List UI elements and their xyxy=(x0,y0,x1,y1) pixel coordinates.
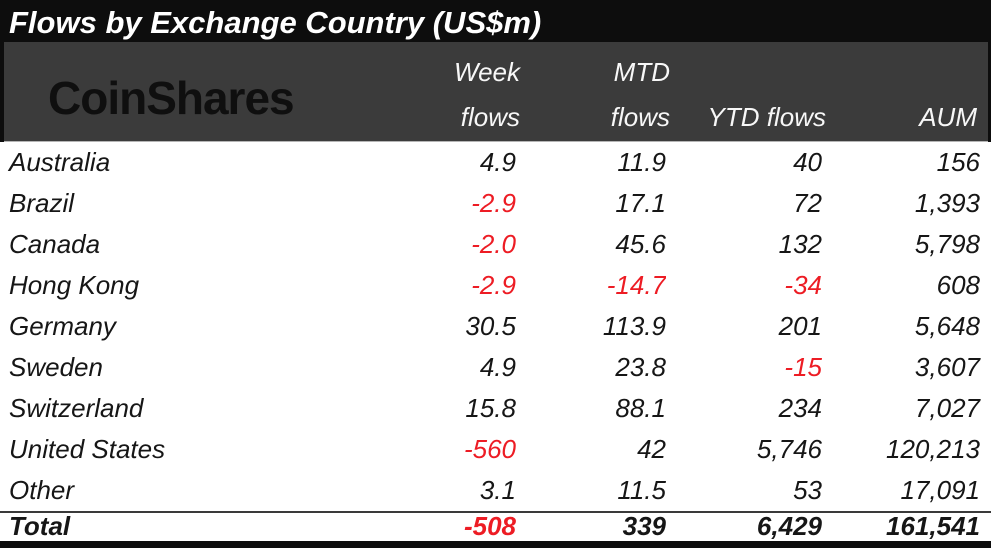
total-ytd-flows: 6,429 xyxy=(756,513,822,541)
aum-value: 17,091 xyxy=(900,475,980,505)
aum-value: 1,393 xyxy=(914,188,980,218)
ytd-flows-value: 132 xyxy=(778,229,822,259)
week-flows-value: 30.5 xyxy=(465,311,516,341)
column-header-aum: AUM xyxy=(919,102,977,132)
coinshares-wordmark: CoinShares xyxy=(48,71,295,124)
country-label: Hong Kong xyxy=(9,270,140,300)
mtd-flows-value: 11.9 xyxy=(617,147,666,177)
aum-value: 156 xyxy=(936,147,980,177)
figure-title: Flows by Exchange Country (US$m) xyxy=(0,0,991,42)
country-label: Australia xyxy=(9,147,111,177)
mtd-flows-value: 23.8 xyxy=(615,352,666,382)
week-flows-value: -2.9 xyxy=(471,188,516,218)
aum-value: 7,027 xyxy=(914,393,980,423)
country-label: United States xyxy=(9,434,166,464)
week-flows-value: 4.9 xyxy=(479,147,516,177)
total-divider xyxy=(0,511,991,513)
column-header-mtd-flows: MTD flows xyxy=(610,57,670,132)
column-header-ytd-flows: YTD flows xyxy=(707,102,826,132)
week-flows-value: 15.8 xyxy=(465,393,516,423)
country-label: Switzerland xyxy=(9,393,144,423)
country-label: Canada xyxy=(9,229,101,259)
table-row: Hong Kong -2.9 -14.7 -34 608 xyxy=(0,265,991,306)
ytd-flows-value: 72 xyxy=(793,188,822,218)
country-label: Other xyxy=(9,475,75,505)
aum-value: 120,213 xyxy=(886,434,980,464)
week-flows-value: -2.0 xyxy=(471,229,516,259)
total-row: Total -508 339 6,429 161,541 xyxy=(0,513,991,541)
country-label: Brazil xyxy=(9,188,75,218)
ytd-flows-value: -34 xyxy=(784,270,822,300)
country-label: Germany xyxy=(9,311,116,341)
aum-value: 5,648 xyxy=(914,311,980,341)
aum-value: 5,798 xyxy=(914,229,980,259)
mtd-flows-value: 42 xyxy=(637,434,666,464)
table-row: Germany 30.5 113.9 201 5,648 xyxy=(0,306,991,347)
ytd-flows-value: 40 xyxy=(793,147,822,177)
mtd-flows-value: 11.5 xyxy=(617,475,666,505)
mtd-flows-value: -14.7 xyxy=(606,270,666,300)
mtd-flows-value: 17.1 xyxy=(615,188,666,218)
table-body: Australia 4.9 11.9 40 156 Brazil -2.9 17.1 72 1,3… xyxy=(0,142,991,541)
week-flows-value: -560 xyxy=(463,434,516,464)
aum-value: 3,607 xyxy=(914,352,980,382)
ytd-flows-value: 234 xyxy=(778,393,822,423)
mtd-flows-value: 88.1 xyxy=(615,393,666,423)
week-flows-value: 4.9 xyxy=(479,352,516,382)
ytd-flows-value: 53 xyxy=(793,475,822,505)
table-row: Brazil -2.9 17.1 72 1,393 xyxy=(0,183,991,224)
table-row: Australia 4.9 11.9 40 156 xyxy=(0,142,991,183)
table-row: Switzerland 15.8 88.1 234 7,027 xyxy=(0,388,991,429)
country-label: Sweden xyxy=(9,352,103,382)
table-rows-container: Australia 4.9 11.9 40 156 Brazil -2.9 17.1 72 1,3… xyxy=(0,142,991,511)
table-row: Sweden 4.9 23.8 -15 3,607 xyxy=(0,347,991,388)
column-header-week-flows: Week flows xyxy=(454,57,520,132)
table-row: Canada -2.0 45.6 132 5,798 xyxy=(0,224,991,265)
aum-value: 608 xyxy=(936,270,980,300)
ytd-flows-value: -15 xyxy=(784,352,822,382)
ytd-flows-value: 201 xyxy=(778,311,822,341)
mtd-flows-value: 45.6 xyxy=(615,229,666,259)
table-header-band: CoinShares Week flows MTD flows YTD flow… xyxy=(4,42,988,142)
table-row: United States -560 42 5,746 120,213 xyxy=(0,429,991,470)
total-mtd-flows: 339 xyxy=(622,513,666,541)
total-label: Total xyxy=(9,513,71,541)
total-aum: 161,541 xyxy=(886,513,980,541)
week-flows-value: -2.9 xyxy=(471,270,516,300)
week-flows-value: 3.1 xyxy=(479,475,516,505)
ytd-flows-value: 5,746 xyxy=(756,434,822,464)
mtd-flows-value: 113.9 xyxy=(602,311,666,341)
brand-logo: CoinShares xyxy=(4,59,384,125)
bottom-frame-bar xyxy=(0,541,991,548)
total-week-flows: -508 xyxy=(463,513,516,541)
table-row: Other 3.1 11.5 53 17,091 xyxy=(0,470,991,511)
